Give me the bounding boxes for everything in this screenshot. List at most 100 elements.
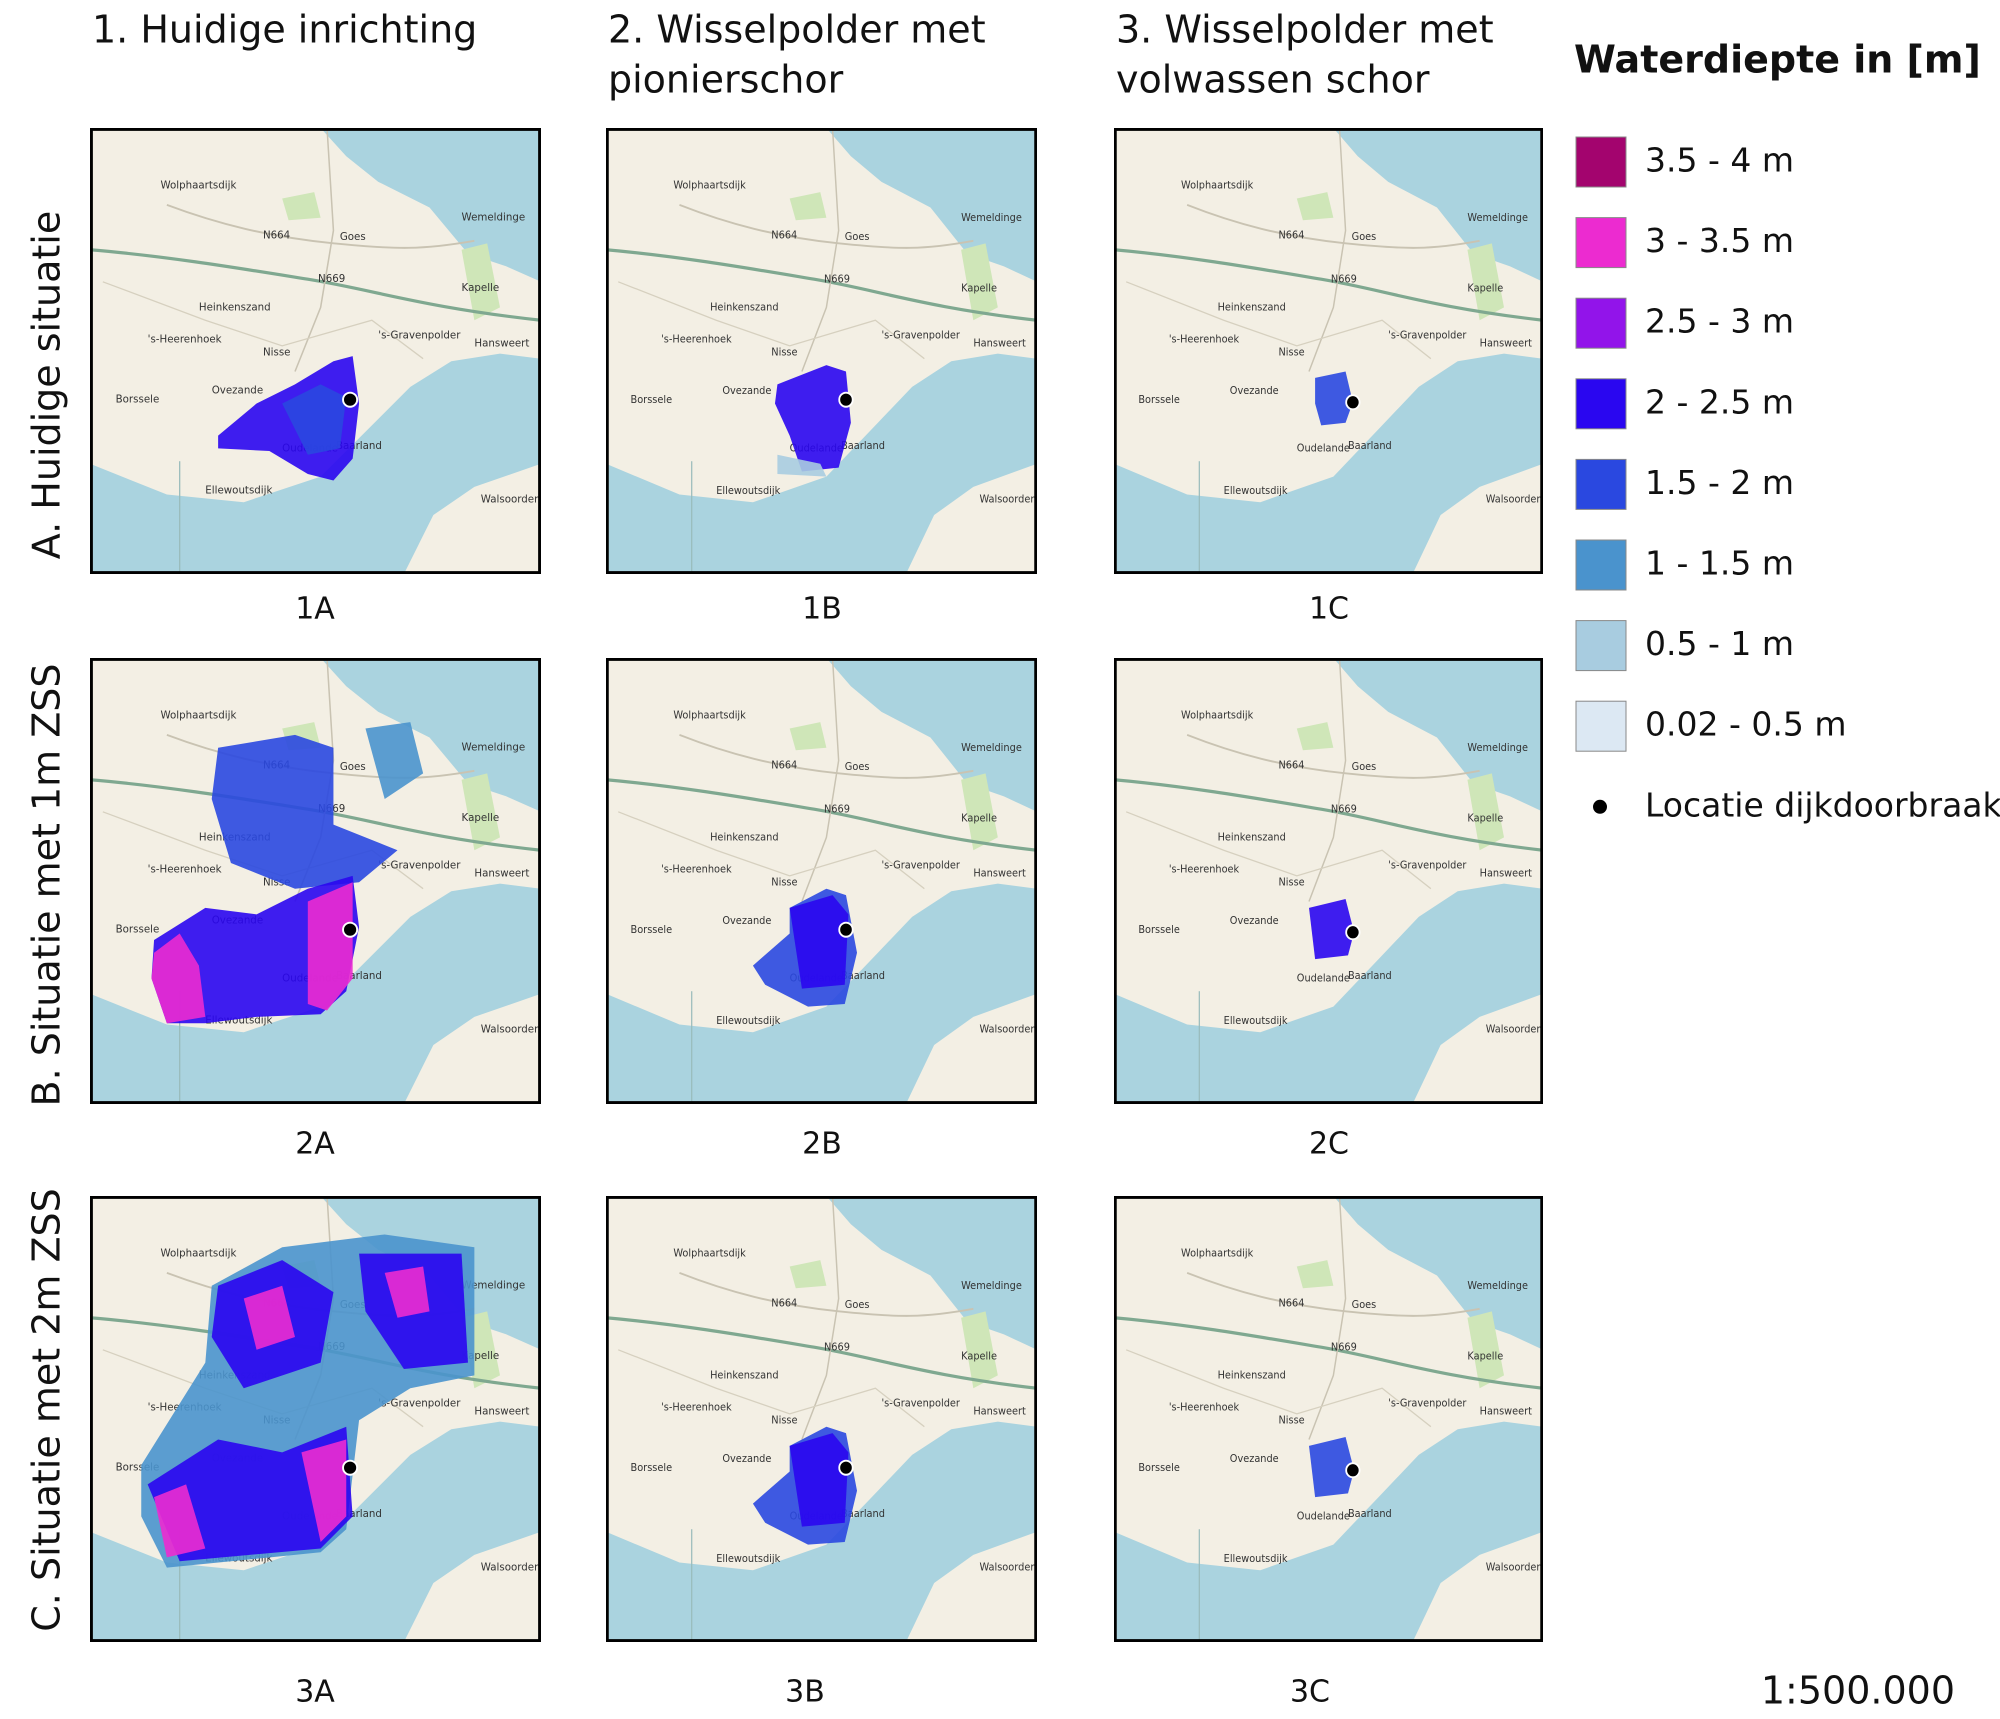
place-label: Baarland [1348, 441, 1392, 452]
place-label: Ellewoutsdijk [716, 1016, 780, 1027]
flood-area [307, 882, 353, 1011]
map-panel: WolphaartsdijkGoesWemeldingeKapelleHeink… [1114, 1196, 1543, 1642]
place-label: Wemeldinge [1467, 213, 1528, 224]
flood-area [1309, 1436, 1355, 1498]
legend-title: Waterdiepte in [m] [1574, 38, 1981, 82]
place-label: N669 [1331, 1342, 1357, 1353]
legend-label: Locatie dijkdoorbraak [1645, 785, 2000, 824]
place-label: Wolphaartsdijk [673, 711, 746, 722]
place-label: Hansweert [1480, 1406, 1532, 1417]
place-label: Baarland [1348, 1509, 1392, 1520]
place-label: Goes [340, 231, 366, 243]
map-panel: WolphaartsdijkGoesWemeldingeKapelleHeink… [90, 1196, 541, 1642]
legend-label: 1 - 1.5 m [1645, 544, 1794, 583]
place-label: Walsoorden [1486, 495, 1543, 506]
panel-frame [606, 658, 1037, 1104]
place-label: Walsoorden [481, 1562, 541, 1574]
flood-area [777, 454, 827, 477]
place-label: Walsoorden [979, 495, 1036, 506]
place-label: Goes [340, 761, 366, 773]
place-label: Ovezande [1230, 386, 1279, 397]
place-label: Wolphaartsdijk [160, 710, 236, 722]
place-label: Goes [845, 762, 870, 773]
place-label: Baarland [1348, 971, 1392, 982]
flood-area [789, 1433, 849, 1527]
place-label: 's-Gravenpolder [378, 860, 461, 872]
place-label: 's-Gravenpolder [1388, 860, 1467, 871]
flood-area [282, 384, 347, 455]
panel-caption: 1C [1309, 592, 1349, 627]
column-header: 3. Wisselpolder met [1116, 8, 1494, 52]
legend-swatch [1575, 217, 1627, 269]
place-label: Oudelande [1297, 1511, 1350, 1522]
place-label: 's-Gravenpolder [881, 1399, 960, 1410]
place-label: Ovezande [722, 916, 771, 927]
breach-location [1345, 394, 1361, 411]
place-label: Borssele [116, 924, 160, 936]
flood-area [384, 1266, 430, 1318]
panel-caption: 2A [295, 1127, 335, 1162]
column-header: volwassen schor [1116, 58, 1430, 102]
panel-frame [606, 128, 1037, 574]
place-label: Borssele [1138, 925, 1180, 936]
map-panel: WolphaartsdijkGoesWemeldingeKapelleHeink… [1114, 658, 1543, 1104]
flood-area [243, 1285, 295, 1350]
place-label: Borssele [630, 1463, 672, 1474]
place-label: Ellewoutsdijk [716, 1554, 780, 1565]
place-label: Wemeldinge [1467, 1281, 1528, 1292]
legend-label: 0.5 - 1 m [1645, 624, 1794, 663]
legend-label: 3.5 - 4 m [1645, 141, 1794, 180]
place-label: 's-Heerenhoek [1169, 1402, 1240, 1413]
place-label: Oudelande [1297, 443, 1350, 454]
panel-caption: 2B [802, 1127, 842, 1162]
row-label: C. Situatie met 2m ZSS [25, 1188, 69, 1631]
breach-location [838, 921, 854, 938]
place-label: Wemeldinge [961, 213, 1022, 224]
place-label: Hansweert [1480, 338, 1532, 349]
legend-swatch [1575, 700, 1627, 752]
place-label: 's-Gravenpolder [881, 861, 960, 872]
place-label: Borssele [1138, 1463, 1180, 1474]
legend-swatch [1575, 297, 1627, 349]
panel-frame [90, 128, 541, 574]
legend-swatch [1575, 620, 1627, 672]
legend-label: 1.5 - 2 m [1645, 463, 1794, 502]
panel-frame [1114, 658, 1543, 1104]
place-label: Ovezande [722, 386, 771, 397]
place-label: Nisse [771, 1415, 797, 1426]
place-label: Ovezande [1230, 1454, 1279, 1465]
flood-area [1309, 898, 1355, 960]
panel-frame [90, 1196, 541, 1642]
place-label: N664 [1279, 1299, 1305, 1310]
place-label: Baarland [841, 441, 885, 452]
place-label: Nisse [263, 346, 291, 358]
place-label: 's-Gravenpolder [378, 1398, 461, 1410]
place-label: N664 [771, 231, 797, 242]
map-panel: WolphaartsdijkGoesWemeldingeKapelleHeink… [606, 658, 1037, 1104]
breach-location [1345, 924, 1361, 941]
place-label: Wolphaartsdijk [1181, 1249, 1253, 1260]
panel-frame [606, 1196, 1037, 1642]
place-label: Kapelle [1467, 283, 1503, 294]
legend-swatch [1575, 539, 1627, 591]
place-label: Nisse [1279, 347, 1305, 358]
place-label: Borssele [630, 395, 672, 406]
place-label: Kapelle [961, 1351, 997, 1362]
place-label: N664 [771, 1299, 797, 1310]
place-label: 's-Gravenpolder [881, 331, 960, 342]
map-base [606, 658, 1037, 1104]
flood-area [774, 365, 851, 472]
place-label: Wemeldinge [961, 1281, 1022, 1292]
place-label: N664 [263, 230, 290, 242]
place-label: N669 [318, 273, 345, 285]
place-label: Nisse [771, 877, 797, 888]
panel-frame [1114, 128, 1543, 574]
legend-label: 3 - 3.5 m [1645, 221, 1794, 260]
place-label: N664 [1279, 231, 1305, 242]
place-label: Walsoorden [979, 1025, 1036, 1036]
place-label: Hansweert [973, 338, 1026, 349]
place-label: Hansweert [1480, 868, 1532, 879]
place-label: Heinkenszand [199, 301, 271, 313]
